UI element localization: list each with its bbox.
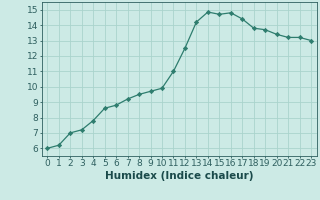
X-axis label: Humidex (Indice chaleur): Humidex (Indice chaleur) — [105, 171, 253, 181]
